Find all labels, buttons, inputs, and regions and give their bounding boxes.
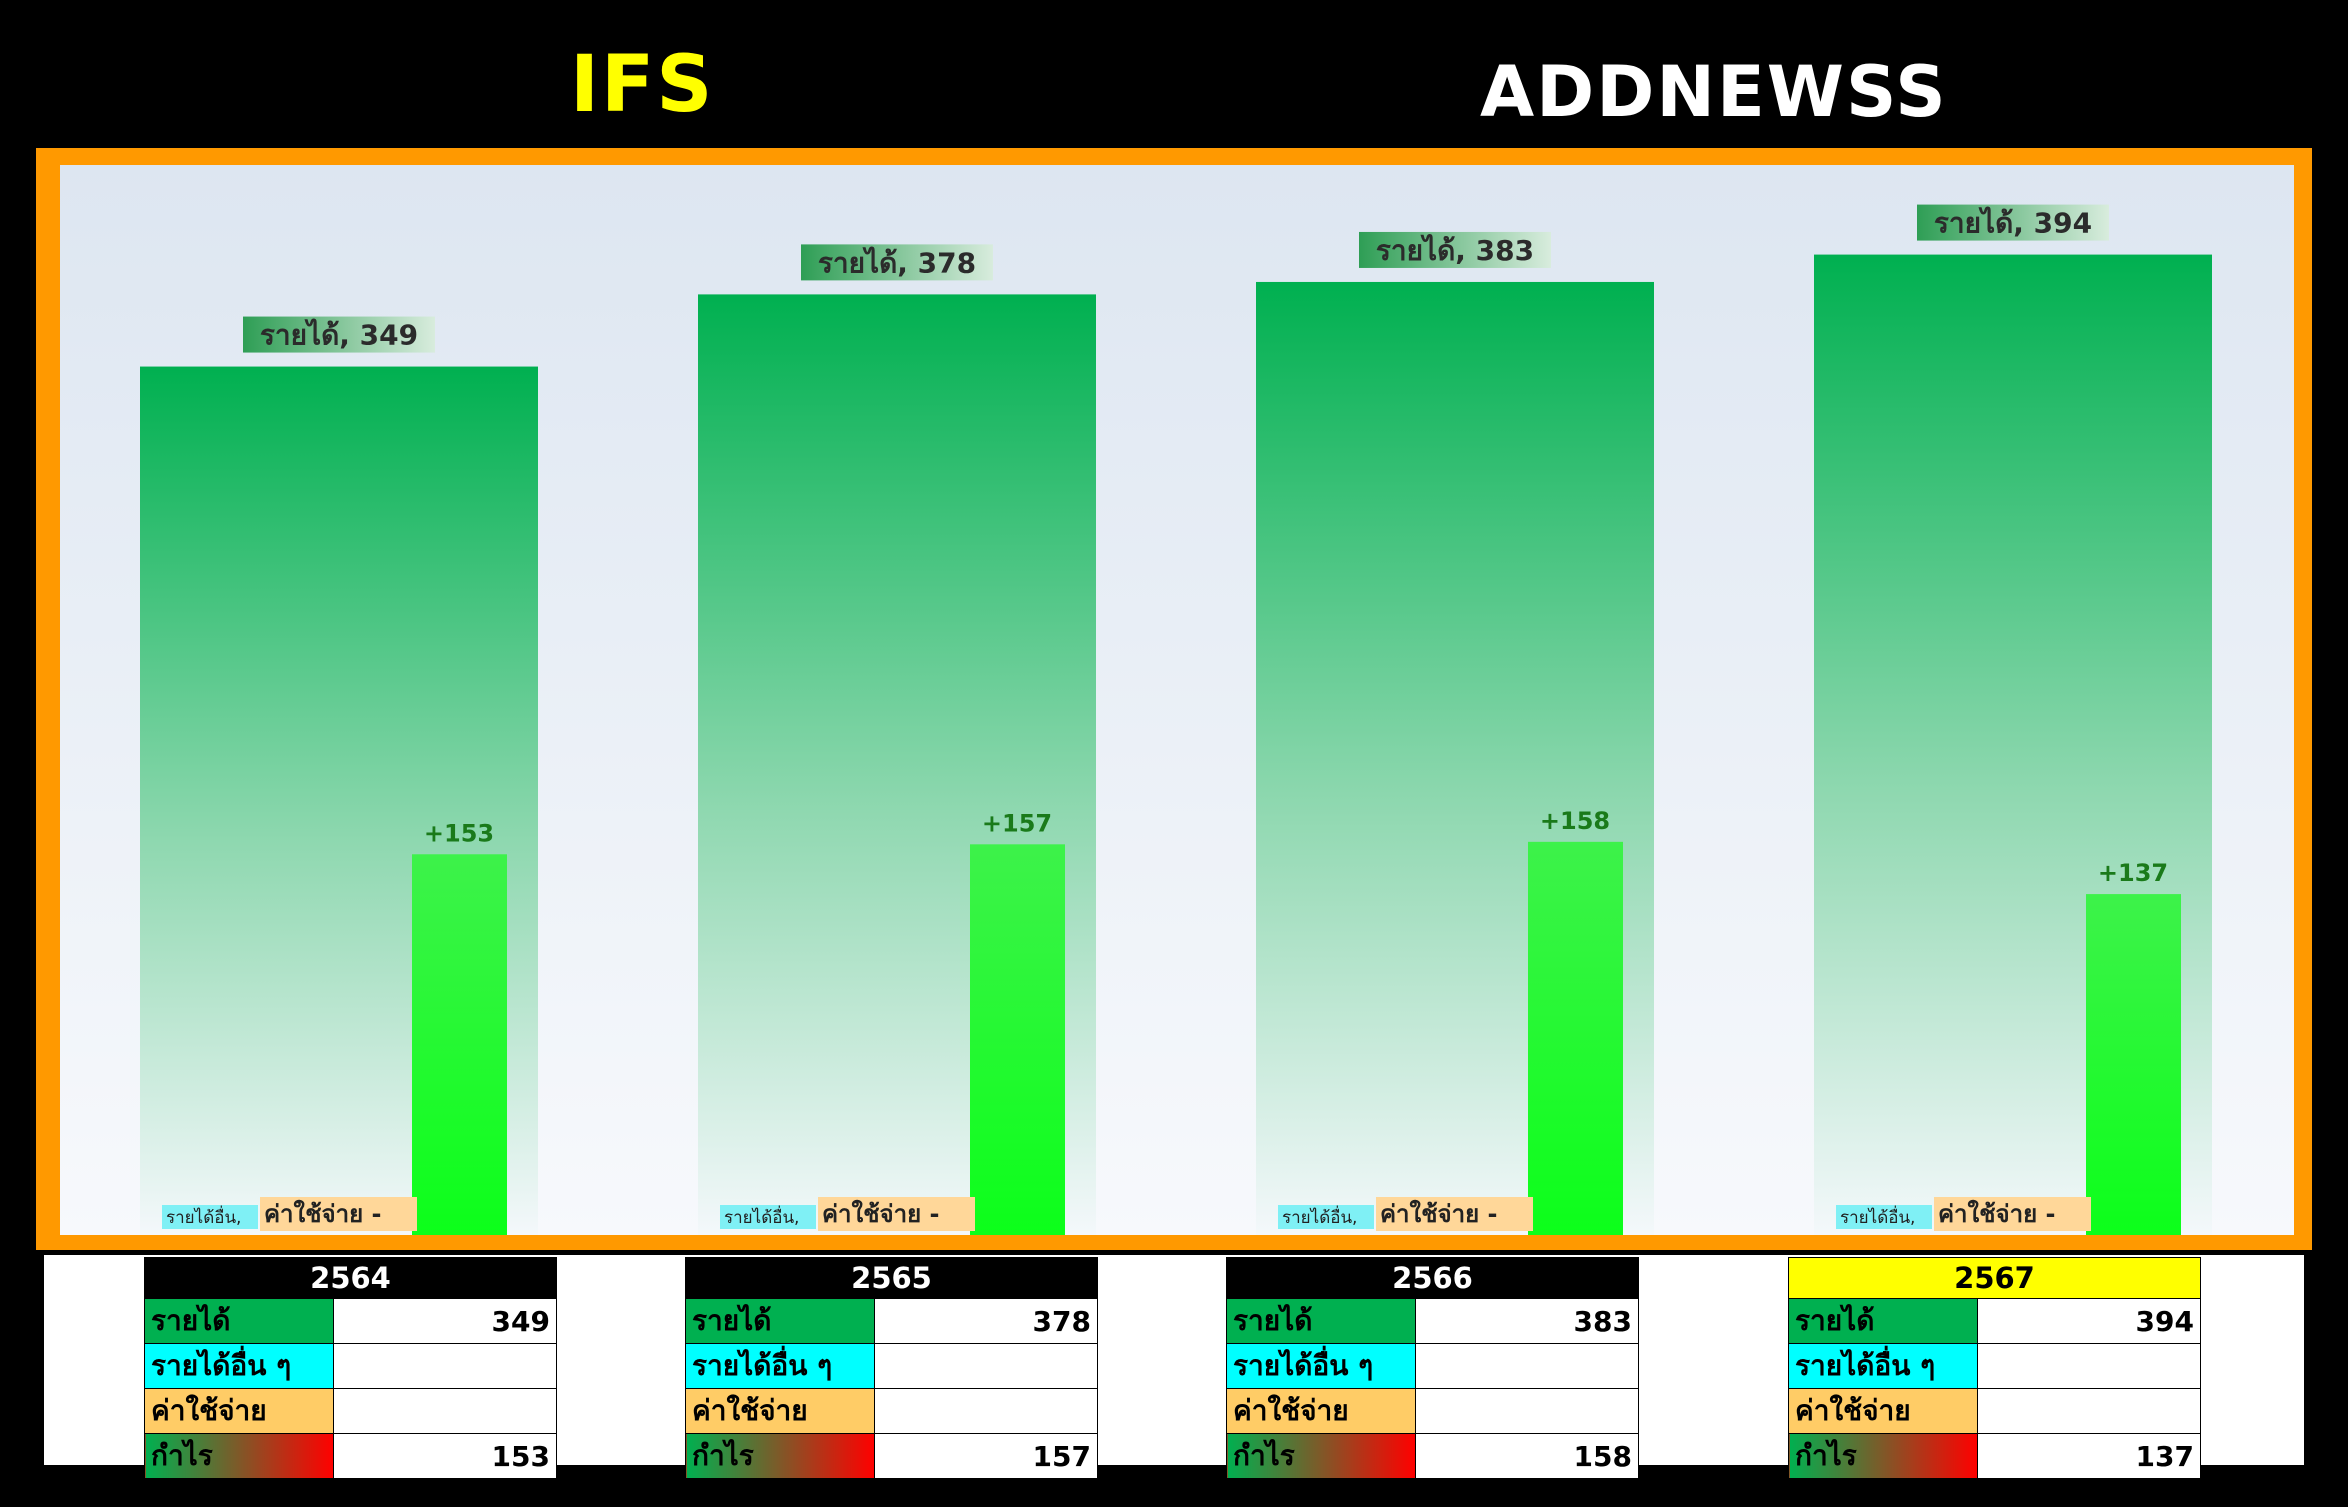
row-label: รายได้อื่น ๆ (685, 1343, 875, 1389)
other-income-label-2567: รายได้อื่น, (1840, 1205, 1915, 1228)
other-income-label-2565: รายได้อื่น, (724, 1205, 799, 1228)
table-row-revenue: รายได้ 383 (1226, 1298, 1639, 1344)
other-income-label-bg-2564 (162, 1205, 258, 1229)
revenue-label-bg-2566 (1359, 231, 1551, 268)
expense-label-bg-2565 (818, 1197, 975, 1231)
expense-label-bg-2564 (260, 1197, 417, 1231)
table-row-expense: ค่าใช้จ่าย (1788, 1388, 2201, 1434)
row-value: 137 (1977, 1433, 2201, 1479)
row-label: รายได้ (685, 1298, 875, 1344)
table-row-other-income: รายได้อื่น ๆ (1788, 1343, 2201, 1389)
revenue-label-bg-2565 (801, 244, 993, 281)
row-value: 378 (874, 1298, 1098, 1344)
row-label: ค่าใช้จ่าย (685, 1388, 875, 1434)
row-value (1415, 1388, 1639, 1434)
row-value (333, 1343, 557, 1389)
data-table-2566: 2566 รายได้ 383 รายได้อื่น ๆค่าใช้จ่าย กำไร 1… (1226, 1257, 1639, 1479)
table-year-header: 2565 (685, 1257, 1098, 1299)
profit-bar-2565 (970, 844, 1065, 1235)
chart-title: IFS (570, 40, 715, 130)
other-income-label-bg-2567 (1836, 1205, 1932, 1229)
expense-label-bg-2567 (1934, 1197, 2091, 1231)
table-row-profit: กำไร 153 (144, 1433, 557, 1479)
table-year-header: 2566 (1226, 1257, 1639, 1299)
revenue-label-2564: รายได้, 349 (260, 319, 418, 352)
row-label: รายได้อื่น ๆ (1226, 1343, 1416, 1389)
table-row-revenue: รายได้ 349 (144, 1298, 557, 1344)
row-value (874, 1388, 1098, 1434)
table-year-header: 2564 (144, 1257, 557, 1299)
data-tables: 2564 รายได้ 349 รายได้อื่น ๆค่าใช้จ่าย กำไร 1… (44, 1255, 2304, 1479)
row-value (333, 1388, 557, 1434)
other-income-label-bg-2566 (1278, 1205, 1374, 1229)
row-value: 349 (333, 1298, 557, 1344)
other-income-label-bg-2565 (720, 1205, 816, 1229)
revenue-label-2566: รายได้, 383 (1376, 234, 1534, 267)
revenue-label-bg-2567 (1917, 204, 2109, 241)
row-label: กำไร (1788, 1433, 1978, 1479)
row-value: 153 (333, 1433, 557, 1479)
row-label: กำไร (1226, 1433, 1416, 1479)
table-row-profit: กำไร 137 (1788, 1433, 2201, 1479)
addnewss-logo: ADDNEWSS (1480, 51, 1948, 133)
row-label: ค่าใช้จ่าย (1788, 1388, 1978, 1434)
revenue-label-bg-2564 (243, 316, 435, 353)
profit-label-2567: +137 (2098, 859, 2168, 887)
other-income-label-2566: รายได้อื่น, (1282, 1205, 1357, 1228)
plot-area: รายได้, 349 +153 รายได้อื่น, ค่าใช้จ่าย - รา… (60, 165, 2294, 1235)
revenue-label-2567: รายได้, 394 (1934, 207, 2092, 240)
expense-label-2565: ค่าใช้จ่าย - (822, 1199, 939, 1228)
row-label: ค่าใช้จ่าย (144, 1388, 334, 1434)
profit-label-2566: +158 (1540, 807, 1610, 835)
row-value: 157 (874, 1433, 1098, 1479)
row-value (1977, 1388, 2201, 1434)
expense-label-2566: ค่าใช้จ่าย - (1380, 1199, 1497, 1228)
row-value (874, 1343, 1098, 1389)
profit-bar-2566 (1528, 841, 1623, 1235)
table-row-revenue: รายได้ 378 (685, 1298, 1098, 1344)
table-row-other-income: รายได้อื่น ๆ (685, 1343, 1098, 1389)
row-label: รายได้ (1788, 1298, 1978, 1344)
row-value: 383 (1415, 1298, 1639, 1344)
row-label: กำไร (685, 1433, 875, 1479)
row-label: รายได้อื่น ๆ (1788, 1343, 1978, 1389)
row-label: กำไร (144, 1433, 334, 1479)
row-value (1977, 1343, 2201, 1389)
row-label: รายได้ (144, 1298, 334, 1344)
profit-label-2565: +157 (982, 809, 1052, 837)
expense-label-bg-2566 (1376, 1197, 1533, 1231)
table-row-expense: ค่าใช้จ่าย (144, 1388, 557, 1434)
table-row-profit: กำไร 158 (1226, 1433, 1639, 1479)
table-row-other-income: รายได้อื่น ๆ (144, 1343, 557, 1389)
bar-chart: รายได้, 349 +153 รายได้อื่น, ค่าใช้จ่าย - รา… (140, 204, 2212, 1235)
table-row-expense: ค่าใช้จ่าย (685, 1388, 1098, 1434)
row-value: 394 (1977, 1298, 2201, 1344)
data-table-2564: 2564 รายได้ 349 รายได้อื่น ๆค่าใช้จ่าย กำไร 1… (144, 1257, 557, 1479)
profit-label-2564: +153 (424, 819, 494, 847)
logo-text: ADDNEWSS (1480, 51, 1948, 133)
revenue-label-2565: รายได้, 378 (818, 246, 976, 279)
row-label: รายได้ (1226, 1298, 1416, 1344)
table-row-revenue: รายได้ 394 (1788, 1298, 2201, 1344)
data-table-2565: 2565 รายได้ 378 รายได้อื่น ๆค่าใช้จ่าย กำไร 1… (685, 1257, 1098, 1479)
table-row-other-income: รายได้อื่น ๆ (1226, 1343, 1639, 1389)
row-label: รายได้อื่น ๆ (144, 1343, 334, 1389)
data-table-2567: 2567 รายได้ 394 รายได้อื่น ๆค่าใช้จ่าย กำไร 1… (1788, 1257, 2201, 1479)
table-year-header: 2567 (1788, 1257, 2201, 1299)
table-row-expense: ค่าใช้จ่าย (1226, 1388, 1639, 1434)
other-income-label-2564: รายได้อื่น, (166, 1205, 241, 1228)
expense-label-2564: ค่าใช้จ่าย - (264, 1199, 381, 1228)
profit-bar-2567 (2086, 894, 2181, 1235)
table-row-profit: กำไร 157 (685, 1433, 1098, 1479)
expense-label-2567: ค่าใช้จ่าย - (1938, 1199, 2055, 1228)
row-label: ค่าใช้จ่าย (1226, 1388, 1416, 1434)
row-value (1415, 1343, 1639, 1389)
row-value: 158 (1415, 1433, 1639, 1479)
profit-bar-2564 (412, 854, 507, 1235)
